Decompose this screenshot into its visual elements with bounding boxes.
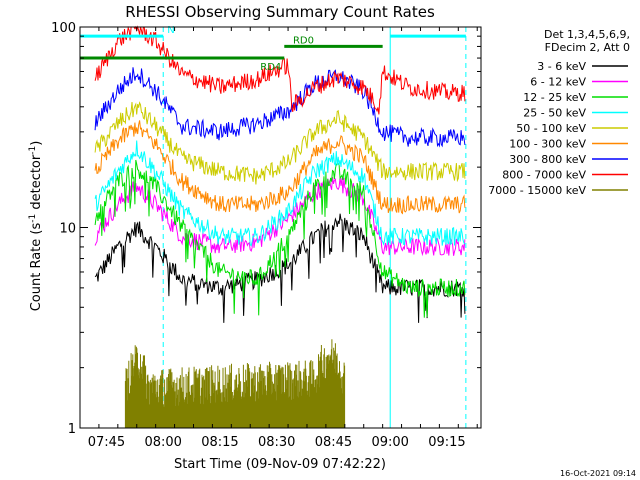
series-line-6 [94,67,466,148]
annotations-layer: N RD0 RD4 [80,25,466,73]
legend: Det 1,3,4,5,6,9, FDecim 2, Att 0 3 - 6 k… [488,28,630,197]
series-layer [94,25,466,428]
legend-label-5: 100 - 300 keV [509,138,586,151]
x-axis-label: Start Time (09-Nov-09 07:42:22) [174,457,386,472]
y-label-unit: detector [29,154,44,210]
legend-label-1: 6 - 12 keV [530,76,586,89]
render-timestamp: 16-Oct-2021 09:14 [560,469,636,478]
y-label-text: Count Rate (s [29,223,44,312]
x-tick-label-4: 08:45 [315,435,352,450]
legend-label-0: 3 - 6 keV [537,60,586,73]
series-line-8 [124,339,346,428]
legend-label-2: 12 - 25 keV [523,91,586,104]
annotation-label-2: RD0 [293,35,314,46]
x-tick-label-0: 07:45 [88,435,125,450]
x-tick-label-1: 08:00 [144,435,181,450]
series-line-3 [94,140,466,247]
annotation-label-0: N [167,25,174,36]
y-tick-label-1: 10 [59,222,76,237]
y-label-exp2: -1 [28,146,38,155]
legend-label-6: 300 - 800 keV [509,153,586,166]
y-tick-label-2: 100 [51,21,76,36]
legend-header-1: Det 1,3,4,5,6,9, [544,28,630,41]
legend-header-2: FDecim 2, Att 0 [545,41,630,54]
x-tick-label-2: 08:15 [201,435,238,450]
series-line-5 [94,120,466,215]
legend-label-3: 25 - 50 keV [523,107,586,120]
legend-label-7: 800 - 7000 keV [502,169,586,182]
y-axis-label: Count Rate (s-1 detector-1) [28,141,44,312]
x-tick-label-6: 09:15 [428,435,465,450]
legend-label-4: 50 - 100 keV [516,122,586,135]
axis-layer: 1 10 100 07:45 08:00 08:15 08:30 08:45 09:00 09:1… [51,21,482,450]
svg-text:Count Rate (s-1 detector-1): Count Rate (s-1 detector-1) [28,141,44,312]
legend-label-8: 7000 - 15000 keV [488,184,586,197]
x-tick-label-5: 09:00 [371,435,408,450]
y-label-exp1: -1 [28,214,38,223]
series-line-4 [94,101,466,185]
y-tick-label-0: 1 [68,422,76,437]
y-label-close: ) [29,141,44,146]
series-line-2 [94,159,466,318]
series-line-7 [94,25,466,115]
chart-title: RHESSI Observing Summary Count Rates [125,3,435,21]
annotation-label-3: RD4 [260,62,281,73]
x-tick-label-3: 08:30 [258,435,295,450]
